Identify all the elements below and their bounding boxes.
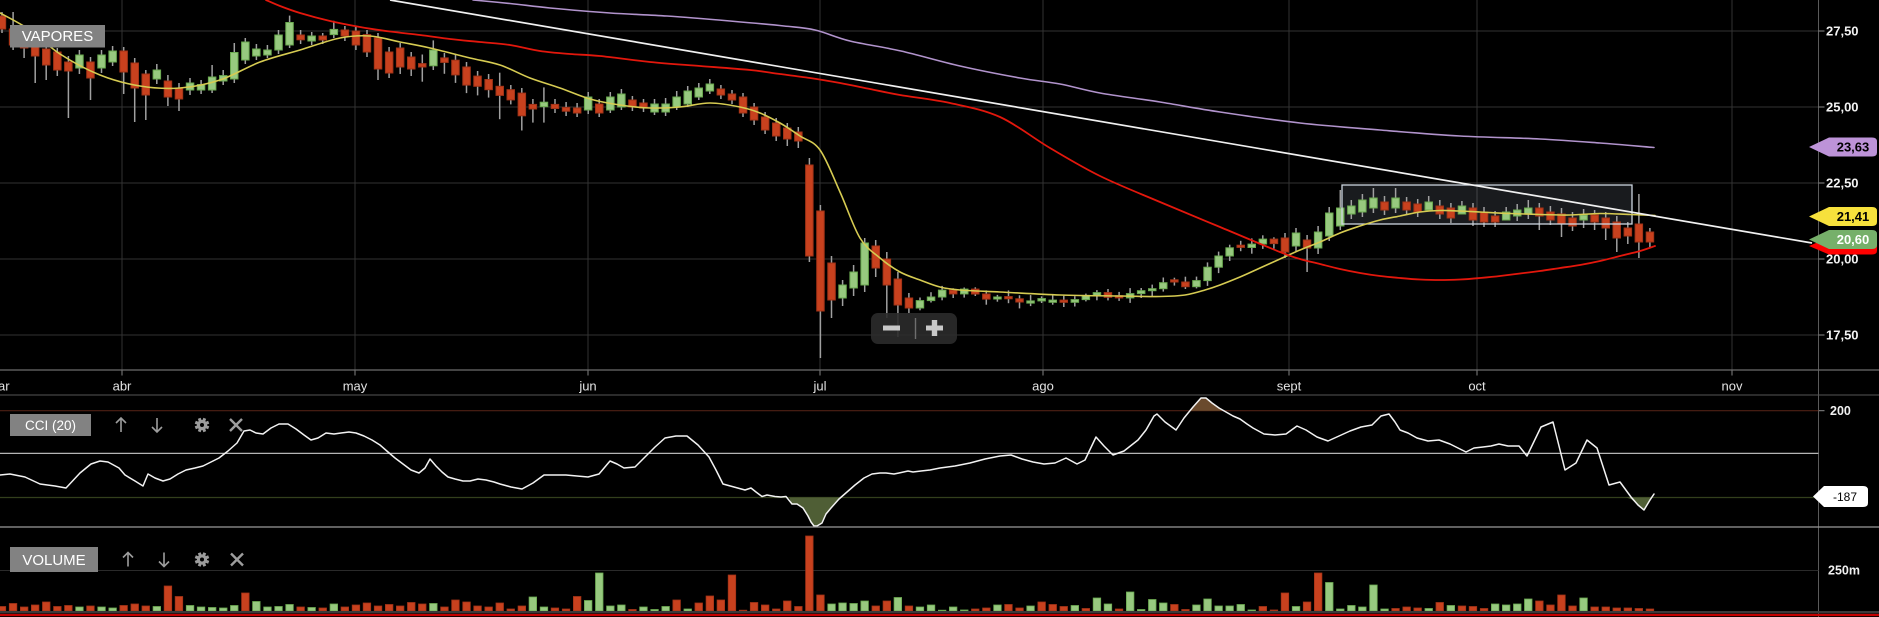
svg-text:VOLUME: VOLUME bbox=[22, 552, 85, 569]
svg-text:23,63: 23,63 bbox=[1837, 140, 1870, 155]
svg-text:20,00: 20,00 bbox=[1826, 252, 1859, 267]
svg-text:20,60: 20,60 bbox=[1837, 232, 1870, 247]
svg-text:VAPORES: VAPORES bbox=[22, 28, 93, 45]
svg-text:nov: nov bbox=[1722, 379, 1743, 394]
svg-text:jul: jul bbox=[812, 379, 826, 394]
svg-text:27,50: 27,50 bbox=[1826, 24, 1859, 39]
svg-text:17,50: 17,50 bbox=[1826, 328, 1859, 343]
svg-text:-187: -187 bbox=[1833, 490, 1857, 504]
svg-text:21,41: 21,41 bbox=[1837, 209, 1870, 224]
svg-text:22,50: 22,50 bbox=[1826, 176, 1859, 191]
svg-text:250m: 250m bbox=[1828, 564, 1860, 578]
svg-text:jun: jun bbox=[578, 379, 596, 394]
svg-text:may: may bbox=[343, 379, 368, 394]
svg-text:oct: oct bbox=[1468, 379, 1486, 394]
svg-text:CCI (20): CCI (20) bbox=[25, 418, 76, 433]
svg-text:200: 200 bbox=[1830, 404, 1851, 418]
svg-text:abr: abr bbox=[113, 379, 132, 394]
svg-text:ar: ar bbox=[0, 379, 10, 394]
svg-text:sept: sept bbox=[1277, 379, 1302, 394]
svg-text:ago: ago bbox=[1032, 379, 1054, 394]
svg-text:25,00: 25,00 bbox=[1826, 100, 1859, 115]
